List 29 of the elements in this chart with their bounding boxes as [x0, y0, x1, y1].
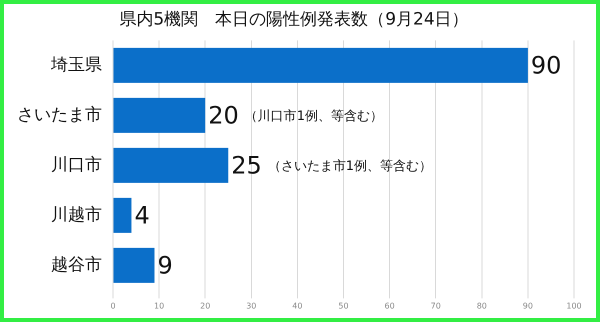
- y-tick-label: 越谷市: [51, 254, 102, 275]
- x-tick-label: 0: [110, 301, 116, 310]
- bar: [114, 248, 154, 283]
- data-label: 90: [530, 52, 562, 80]
- chart-title: 県内5機関 本日の陽性例発表数（9月24日）: [119, 10, 469, 30]
- annotation: （さいたま市1例、等含む）: [268, 158, 432, 174]
- bar: [114, 148, 228, 183]
- y-tick-label: さいたま市: [17, 104, 102, 125]
- x-tick-label: 90: [522, 301, 533, 310]
- data-label: 25: [231, 152, 262, 180]
- bar: [114, 48, 528, 83]
- x-tick-label: 10: [154, 301, 164, 310]
- x-tick-label: 20: [200, 301, 210, 310]
- data-label: 4: [134, 202, 150, 230]
- x-tick-label: 50: [338, 301, 349, 310]
- x-tick-label: 60: [384, 301, 395, 310]
- data-label: 9: [157, 252, 173, 280]
- x-tick-label: 80: [476, 301, 487, 310]
- y-tick-label: 川越市: [51, 204, 102, 225]
- annotation: （川口市1例、等含む）: [244, 108, 384, 124]
- y-tick-label: 埼玉県: [50, 54, 102, 75]
- bar: [114, 98, 206, 133]
- x-tick-label: 100: [566, 301, 582, 310]
- y-tick-label: 川口市: [51, 154, 102, 175]
- x-tick-label: 70: [430, 301, 441, 310]
- data-label: 20: [208, 102, 239, 130]
- x-tick-label: 30: [246, 301, 256, 310]
- x-tick-label: 40: [292, 301, 302, 310]
- bar: [114, 198, 132, 233]
